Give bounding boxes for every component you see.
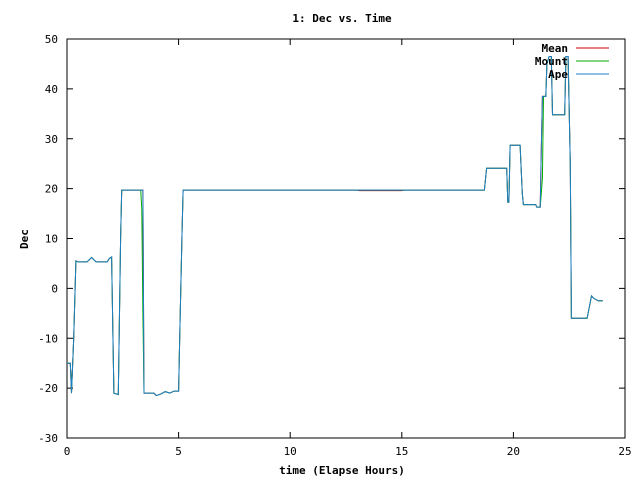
legend-label-mean: Mean (542, 42, 569, 55)
y-axis-label: Dec (18, 229, 31, 249)
x-tick-label: 0 (64, 445, 71, 458)
x-tick-label: 10 (284, 445, 297, 458)
chart-title: 1: Dec vs. Time (292, 12, 392, 25)
y-tick-label: 0 (51, 282, 58, 295)
y-tick-label: 20 (45, 183, 58, 196)
plot-frame (66, 38, 626, 439)
x-tick-label: 5 (175, 445, 182, 458)
x-tick-label: 25 (618, 445, 631, 458)
y-tick-label: -10 (38, 332, 58, 345)
legend-label-ape: Ape (548, 68, 568, 81)
y-tick-label: -30 (38, 432, 58, 445)
y-axis: -30 -20 -10 0 10 20 30 40 50 (38, 33, 625, 445)
y-tick-label: 30 (45, 133, 58, 146)
x-axis-label: time (Elapse Hours) (279, 464, 405, 477)
x-axis: 0 5 10 15 20 25 (64, 39, 632, 458)
series-line-ape (67, 56, 603, 397)
y-tick-label: -20 (38, 382, 58, 395)
y-tick-label: 40 (45, 83, 58, 96)
x-tick-label: 20 (507, 445, 520, 458)
x-tick-label: 15 (395, 445, 408, 458)
legend-label-mount: Mount (535, 55, 568, 68)
y-tick-label: 10 (45, 233, 58, 246)
series-line-mean (67, 56, 603, 397)
y-tick-label: 50 (45, 33, 58, 46)
series-line-mount (67, 56, 603, 397)
series-layer (67, 56, 603, 397)
